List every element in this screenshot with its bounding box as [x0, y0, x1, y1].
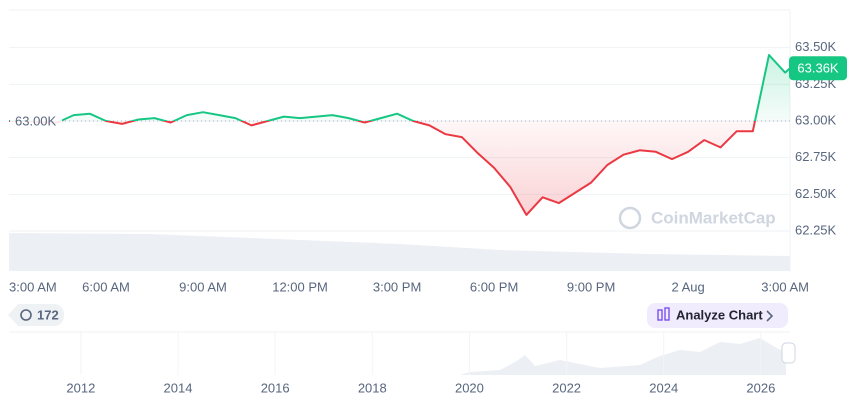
y-tick-label: 63.50K [795, 39, 837, 54]
y-tick-label: 62.75K [795, 149, 837, 164]
x-tick-label: 3:00 AM [9, 279, 57, 294]
analyze-chart-button[interactable]: Analyze Chart [647, 303, 788, 328]
navigator-year: 2012 [66, 380, 95, 395]
x-tick-label: 12:00 PM [272, 279, 328, 294]
navigator-year: 2016 [261, 380, 290, 395]
navigator-year: 2014 [164, 380, 193, 395]
navigator: 2012 2014 2016 2018 2020 2022 2024 2026 [66, 332, 775, 395]
watermark: CoinMarketCap [618, 206, 776, 230]
price-area [9, 55, 790, 215]
history-icon [20, 309, 32, 321]
price-line [9, 54, 791, 216]
navigator-year: 2020 [455, 380, 484, 395]
last-price-label: 63.36K [797, 61, 839, 76]
analyze-label: Analyze Chart [676, 307, 763, 322]
navigator-year: 2026 [746, 380, 775, 395]
analyze-icon [664, 307, 670, 321]
navigator-handle[interactable] [781, 342, 796, 364]
x-tick-label: 9:00 PM [567, 279, 615, 294]
navigator-year: 2018 [358, 380, 387, 395]
watermark-logo [618, 206, 642, 230]
plot: 62.25K62.50K62.75K63.00K63.25K63.50K63.0… [9, 39, 837, 237]
history-button[interactable]: 172 [8, 304, 64, 326]
analyze-button-bg[interactable] [647, 303, 788, 328]
navigator-area [9, 338, 786, 375]
history-count: 172 [37, 307, 59, 322]
y-tick-label: 63.00K [795, 112, 837, 127]
x-tick-label: 6:00 PM [470, 279, 518, 294]
x-tick-label: 3:00 PM [373, 279, 421, 294]
x-tick-label: 9:00 AM [179, 279, 227, 294]
navigator-year: 2022 [552, 380, 581, 395]
history-pill[interactable] [8, 304, 64, 326]
x-tick-label: 2 Aug [671, 279, 704, 294]
watermark-text: CoinMarketCap [651, 208, 776, 227]
y-tick-label: 62.50K [795, 186, 837, 201]
navigator-year: 2024 [649, 380, 678, 395]
analyze-icon [657, 309, 663, 321]
volume-area [9, 233, 790, 271]
chevron [766, 310, 774, 322]
y-tick-label: 62.25K [795, 222, 837, 237]
x-tick-label: 6:00 AM [82, 279, 130, 294]
baseline-label: 63.00K [15, 113, 57, 128]
x-tick-label: 3:00 AM [761, 279, 809, 294]
baseline-label-bg [10, 112, 62, 130]
last-price-tag [789, 56, 847, 81]
